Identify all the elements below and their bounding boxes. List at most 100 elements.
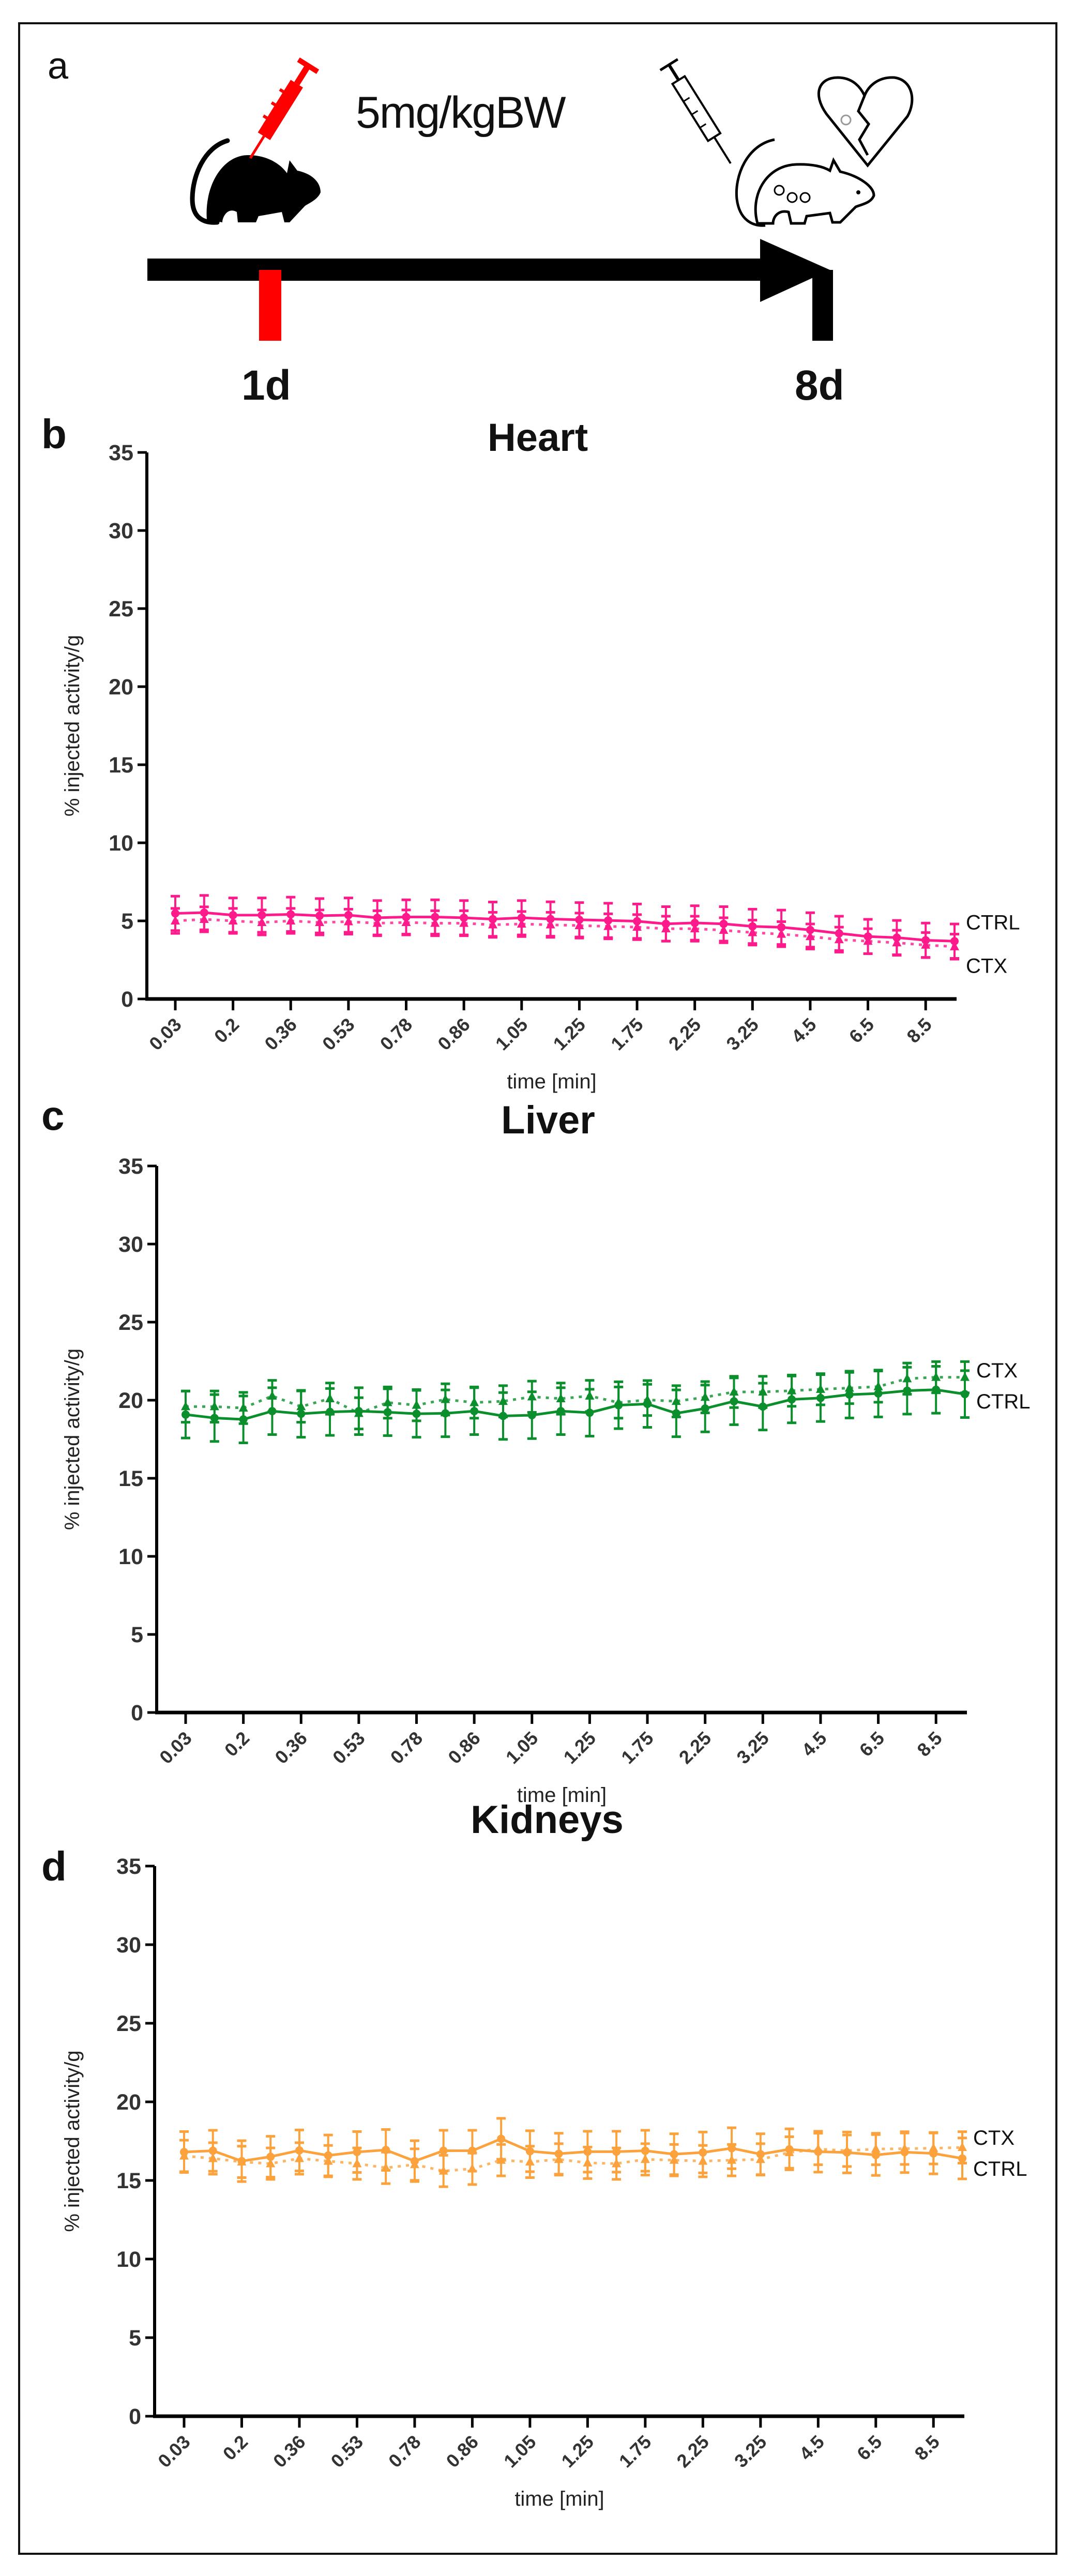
data-point-ctx — [902, 1373, 912, 1383]
data-point-ctx — [815, 1384, 825, 1393]
data-point-ctx — [777, 929, 786, 938]
data-point-ctx — [267, 1390, 277, 1400]
data-point-ctx — [661, 923, 671, 933]
data-point-ctx — [266, 2158, 276, 2168]
data-point-ctx — [585, 1390, 595, 1400]
data-point-ctx — [527, 1391, 537, 1401]
data-point-ctx — [669, 2155, 679, 2164]
data-point-ctx — [758, 1386, 768, 1396]
y-axis-title: % injected activity/g — [61, 2050, 84, 2232]
y-tick-label: 10 — [118, 1544, 143, 1569]
data-point-ctx — [208, 2153, 218, 2162]
data-point-ctx — [873, 1381, 883, 1390]
series-ctx — [171, 905, 959, 961]
x-tick-label: 8.5 — [911, 2431, 944, 2464]
chart-title: Heart — [488, 416, 588, 460]
legend-label-ctx: CTX — [966, 955, 1007, 978]
data-point-ctx — [950, 941, 959, 950]
x-axis-title: time [min] — [514, 2488, 604, 2510]
data-point-ctx — [517, 919, 526, 928]
data-point-ctx — [729, 1386, 739, 1396]
end-day-marker — [812, 270, 833, 341]
data-point-ctx — [700, 1392, 710, 1401]
data-point-ctx — [467, 2163, 477, 2173]
x-tick-label: 4.5 — [795, 2431, 828, 2464]
y-tick-label: 35 — [109, 441, 133, 465]
data-point-ctx — [257, 917, 267, 927]
data-point-ctx — [438, 2165, 448, 2175]
timeline-diagram — [147, 57, 914, 341]
y-axis-title: % injected activity/g — [61, 635, 84, 816]
day-end-label: 8d — [795, 362, 844, 409]
y-tick-label: 10 — [109, 831, 133, 856]
y-tick-label: 5 — [129, 2326, 141, 2351]
x-tick-label: 1.05 — [499, 2431, 540, 2472]
broken-heart-icon — [817, 76, 914, 168]
y-tick-label: 20 — [118, 1388, 143, 1413]
data-point-ctx — [323, 2156, 333, 2165]
data-point-ctx — [574, 920, 584, 930]
y-axis-title: % injected activity/g — [61, 1348, 84, 1530]
data-point-ctx — [343, 916, 353, 926]
data-point-ctx — [863, 936, 873, 945]
data-point-ctx — [325, 1393, 335, 1402]
y-tick-label: 5 — [121, 909, 133, 934]
y-tick-label: 0 — [131, 1701, 143, 1725]
radioactive-mouse-icon — [735, 138, 875, 227]
data-point-ctx — [237, 2157, 247, 2166]
data-point-ctx — [488, 919, 497, 929]
x-tick-label: 0.2 — [219, 2431, 252, 2464]
data-point-ctx — [401, 917, 411, 927]
x-axis-title: time [min] — [507, 1070, 596, 1093]
data-point-ctx — [583, 2157, 593, 2166]
data-point-ctx — [181, 1401, 190, 1411]
data-point-ctx — [381, 2162, 391, 2172]
data-point-ctx — [410, 2159, 419, 2169]
y-tick-label: 30 — [109, 519, 133, 543]
panel-label-d: d — [41, 1843, 67, 1889]
data-point-ctx — [315, 917, 325, 927]
series-line-ctx — [184, 2146, 963, 2173]
legend-label-ctrl: CTRL — [976, 1390, 1030, 1413]
legend-label-ctx: CTX — [976, 1359, 1018, 1382]
x-tick-label: 6.5 — [853, 2431, 886, 2464]
data-point-ctx — [690, 923, 700, 933]
data-point-ctx — [871, 2144, 881, 2153]
red-syringe-icon — [249, 57, 320, 159]
data-point-ctx — [286, 916, 296, 925]
x-tick-label: 0.78 — [384, 2431, 425, 2472]
y-tick-label: 10 — [116, 2247, 141, 2272]
series-line-ctx — [186, 1376, 965, 1415]
data-point-ctx — [171, 916, 180, 925]
chart-title: Liver — [501, 1098, 595, 1142]
series-line-ctx — [175, 918, 955, 948]
data-point-ctx — [844, 1383, 854, 1392]
data-point-ctx — [372, 918, 382, 927]
y-tick-label: 25 — [116, 2011, 141, 2036]
data-point-ctx — [755, 2154, 765, 2163]
data-point-ctx — [209, 1401, 219, 1411]
data-point-ctx — [958, 2142, 967, 2151]
data-point-ctx — [179, 2150, 189, 2160]
y-tick-label: 25 — [109, 597, 133, 622]
data-point-ctx — [525, 2157, 535, 2166]
y-tick-label: 0 — [121, 987, 133, 1012]
y-tick-label: 15 — [116, 2169, 141, 2193]
timeline-arrow-shaft — [147, 259, 763, 281]
data-point-ctx — [554, 2154, 564, 2163]
y-tick-label: 30 — [116, 1933, 141, 1958]
x-tick-label: 2.25 — [672, 2431, 713, 2472]
data-point-ctx — [748, 927, 758, 936]
data-point-ctx — [842, 2145, 852, 2155]
data-point-ctx — [614, 1397, 624, 1406]
data-point-ctx — [412, 1400, 421, 1409]
legend-label-ctrl: CTRL — [973, 2158, 1027, 2180]
x-tick-label: 1.25 — [557, 2431, 598, 2472]
data-point-ctx — [441, 1394, 450, 1403]
data-point-ctrl — [439, 2146, 448, 2155]
y-tick-label: 15 — [109, 753, 133, 778]
data-point-ctx — [643, 1395, 653, 1404]
series-line-ctrl — [185, 1388, 965, 1421]
